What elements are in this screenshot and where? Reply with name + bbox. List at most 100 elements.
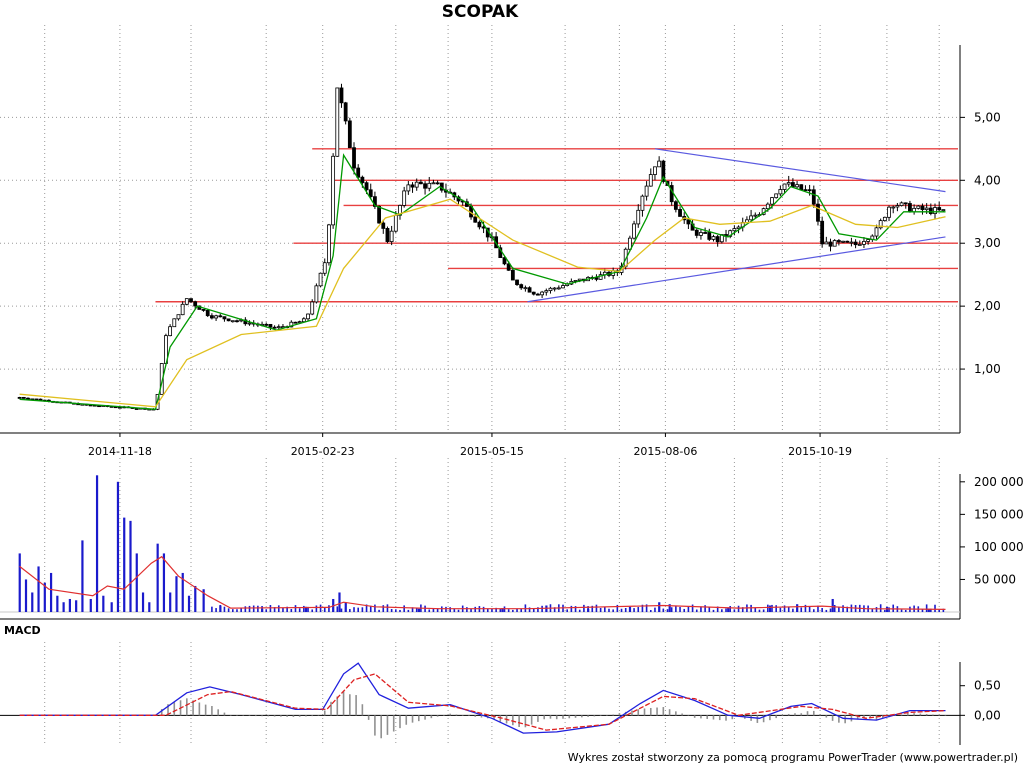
volume-bar xyxy=(787,607,790,612)
macd-histogram-bar xyxy=(944,715,947,716)
candle-body xyxy=(393,214,398,232)
candle-body xyxy=(477,221,482,228)
volume-bar xyxy=(277,605,280,612)
macd-histogram-bar xyxy=(781,715,784,717)
volume-bar xyxy=(570,605,573,612)
volume-bar xyxy=(668,604,671,612)
candle-body xyxy=(515,279,519,285)
volume-bar xyxy=(486,608,489,612)
candle-body xyxy=(933,207,937,214)
candle-body xyxy=(322,262,327,274)
candle-body xyxy=(289,321,294,328)
candle-body xyxy=(841,240,845,243)
candle-body xyxy=(799,184,804,191)
candle-body xyxy=(699,232,703,236)
volume-bar xyxy=(750,604,752,612)
candle-body xyxy=(632,223,636,239)
volume-bar xyxy=(95,475,99,612)
volume-bar xyxy=(257,605,259,612)
macd-histogram-bar xyxy=(160,709,163,716)
candle-body xyxy=(176,314,181,320)
macd-histogram-bar xyxy=(418,715,420,722)
candle-body xyxy=(272,326,277,329)
candle-body xyxy=(268,323,273,328)
volume-bar xyxy=(641,604,644,612)
volume-bar xyxy=(315,605,318,612)
volume-bar xyxy=(516,608,518,612)
volume-bar xyxy=(871,608,874,612)
candle-body xyxy=(874,227,879,237)
volume-bar xyxy=(162,553,166,612)
volume-bar xyxy=(683,608,686,612)
volume-bar xyxy=(649,610,652,612)
macd-histogram-bar xyxy=(731,715,734,720)
candle-body xyxy=(811,189,816,205)
volume-bar xyxy=(666,609,669,612)
macd-histogram-bar xyxy=(173,702,176,716)
candle-body xyxy=(230,320,235,323)
candle-body xyxy=(828,241,833,247)
macd-histogram-bar xyxy=(662,707,665,716)
macd-histogram-bar xyxy=(756,715,759,723)
candle-body xyxy=(235,320,239,323)
price-y-tick-label: 5,00 xyxy=(974,110,1001,124)
macd-histogram-bar xyxy=(919,713,922,716)
volume-bar xyxy=(528,607,531,612)
volume-bar xyxy=(374,604,376,612)
volume-bar xyxy=(338,592,341,612)
macd-histogram-bar xyxy=(606,715,608,716)
volume-bar xyxy=(930,608,932,612)
volume-bar xyxy=(411,607,414,612)
volume-bar xyxy=(43,582,46,612)
volume-bar xyxy=(716,606,719,612)
volume-bar xyxy=(336,606,339,612)
volume-bar xyxy=(286,606,288,612)
volume-bar xyxy=(499,608,502,612)
candle-body xyxy=(473,216,478,223)
macd-histogram-bar xyxy=(261,715,263,717)
candle-body xyxy=(168,326,173,337)
macd-histogram-bar xyxy=(211,706,213,716)
volume-bar xyxy=(344,602,347,612)
candle-body xyxy=(368,189,373,198)
volume-bar xyxy=(900,609,903,612)
volume-bar xyxy=(838,607,840,612)
candle-body xyxy=(653,166,657,175)
macd-histogram-bar xyxy=(530,715,533,725)
volume-bar xyxy=(18,553,21,612)
candle-body xyxy=(222,316,227,320)
macd-histogram-bar xyxy=(643,708,646,716)
price-y-tick-label: 2,00 xyxy=(974,299,1001,313)
candle-body xyxy=(339,87,344,104)
macd-histogram-bar xyxy=(430,715,433,719)
volume-bar xyxy=(583,604,585,612)
volume-bar xyxy=(482,606,485,612)
macd-histogram-bar xyxy=(762,715,765,723)
volume-bar xyxy=(712,609,715,612)
macd-histogram-bar xyxy=(700,715,702,719)
candle-body xyxy=(686,219,691,225)
macd-histogram-bar xyxy=(555,715,558,720)
volume-bar xyxy=(620,608,623,612)
volume-bar xyxy=(884,609,886,612)
macd-histogram-bar xyxy=(825,715,828,718)
macd-histogram-bar xyxy=(405,715,408,725)
macd-histogram-bar xyxy=(330,701,332,716)
candle-body xyxy=(343,102,348,122)
x-tick-label: 2015-10-19 xyxy=(788,445,852,458)
volume-bar xyxy=(729,606,731,612)
macd-histogram-bar xyxy=(819,714,821,716)
volume-bar xyxy=(290,608,293,612)
trendline xyxy=(654,148,946,193)
candle-body xyxy=(327,224,331,264)
candle-body xyxy=(189,298,193,303)
candle-body xyxy=(276,326,281,329)
volume-bar xyxy=(399,609,401,612)
macd-histogram-bar xyxy=(562,715,564,719)
macd-histogram-bar xyxy=(900,714,903,716)
volume-y-tick-label: 50 000 xyxy=(974,572,1016,586)
macd-histogram-bar xyxy=(618,713,621,716)
candle-body xyxy=(807,189,812,192)
candle-body xyxy=(803,189,808,192)
macd-histogram-bar xyxy=(480,715,483,718)
